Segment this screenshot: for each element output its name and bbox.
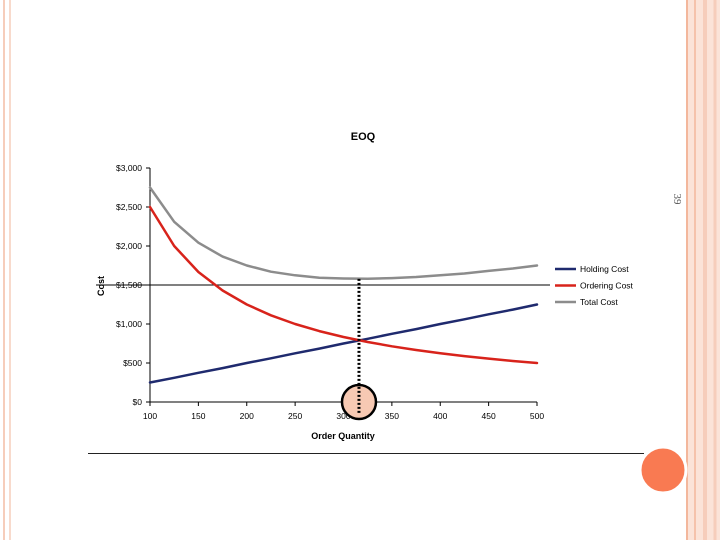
y-tick-label: $1,500 <box>116 280 142 290</box>
total-cost-line <box>148 186 539 281</box>
footer-rule <box>88 453 644 454</box>
chart-axes <box>96 167 550 406</box>
chart-title: EOQ <box>351 131 376 143</box>
x-tick-label: 300 <box>336 411 350 421</box>
x-tick-label: 350 <box>385 411 399 421</box>
x-axis-label: Order Quantity <box>311 431 375 441</box>
x-tick-label: 400 <box>433 411 447 421</box>
optimum-circle <box>340 383 378 421</box>
y-tick-label: $1,000 <box>116 319 142 329</box>
ordering-cost-line <box>148 205 539 365</box>
x-tick-label: 100 <box>143 411 157 421</box>
optimum-marker-group <box>340 278 378 421</box>
x-tick-label: 150 <box>191 411 205 421</box>
x-tick-labels: 100 150 200 250 300 350 400 450 500 <box>143 411 544 421</box>
y-axis-label: Cost <box>96 276 106 296</box>
y-tick-label: $2,000 <box>116 241 142 251</box>
accent-circle <box>638 445 688 495</box>
y-tick-label: $0 <box>133 397 143 407</box>
y-tick-label: $500 <box>123 358 142 368</box>
y-tick-label: $3,000 <box>116 163 142 173</box>
x-tick-label: 500 <box>530 411 544 421</box>
x-tick-label: 450 <box>482 411 496 421</box>
x-tick-label: 200 <box>240 411 254 421</box>
legend: Holding Cost Ordering Cost Total Cost <box>555 264 634 307</box>
legend-label: Ordering Cost <box>580 281 634 291</box>
legend-label: Holding Cost <box>580 264 629 274</box>
holding-cost-line <box>148 303 539 384</box>
x-tick-label: 250 <box>288 411 302 421</box>
y-tick-labels: $0 $500 $1,000 $1,500 $2,000 $2,500 $3,000 <box>116 163 142 407</box>
y-tick-label: $2,500 <box>116 202 142 212</box>
series-lines <box>148 186 539 384</box>
legend-label: Total Cost <box>580 297 618 307</box>
